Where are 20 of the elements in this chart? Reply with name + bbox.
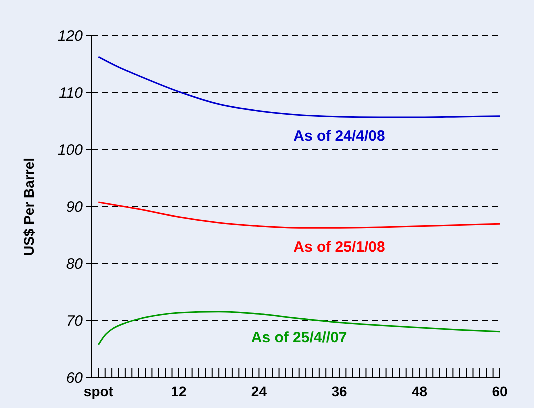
y-tick-label: 100 <box>58 142 84 159</box>
x-tick-label: 12 <box>171 383 187 400</box>
series-label: As of 25/4//07 <box>251 330 348 347</box>
x-tick-label: 48 <box>412 383 428 400</box>
series-label: As of 24/4/08 <box>294 128 386 145</box>
series-label: As of 25/1/08 <box>294 239 386 256</box>
line-series <box>98 202 501 229</box>
line-series <box>98 56 501 118</box>
x-tick-label: 24 <box>251 383 268 400</box>
y-tick-label: 80 <box>66 256 84 273</box>
y-axis-title: US$ Per Barrel <box>21 158 37 256</box>
y-tick-label: 60 <box>66 370 84 387</box>
line-series <box>98 311 501 346</box>
x-tick-label: spot <box>84 383 114 400</box>
x-tick-label: 60 <box>492 383 508 400</box>
x-tick-label: 36 <box>332 383 348 400</box>
y-tick-label: 90 <box>66 198 84 216</box>
y-tick-label: 120 <box>58 28 84 45</box>
y-tick-label: 110 <box>59 84 84 102</box>
y-tick-label: 70 <box>66 312 84 330</box>
